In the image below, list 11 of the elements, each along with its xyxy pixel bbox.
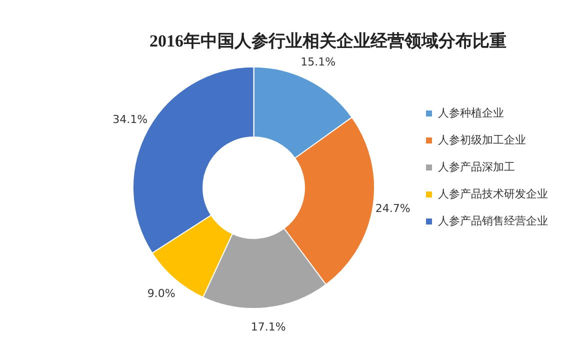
legend-label: 人参产品技术研发企业 xyxy=(438,188,548,201)
data-label: 9.0% xyxy=(147,286,176,300)
data-label: 17.1% xyxy=(250,320,286,334)
data-label: 34.1% xyxy=(112,113,148,126)
legend-label: 人参产品销售经营企业 xyxy=(438,214,548,228)
legend-label: 人参产品深加工 xyxy=(438,160,515,174)
data-label: 24.7% xyxy=(375,202,410,216)
data-label: 15.1% xyxy=(300,55,336,68)
legend-label: 人参种植企业 xyxy=(438,106,504,120)
legend-label: 人参初级加工企业 xyxy=(438,134,526,147)
chart-title: 2016年中国人参行业相关企业经营领域分布比重 xyxy=(150,32,506,51)
